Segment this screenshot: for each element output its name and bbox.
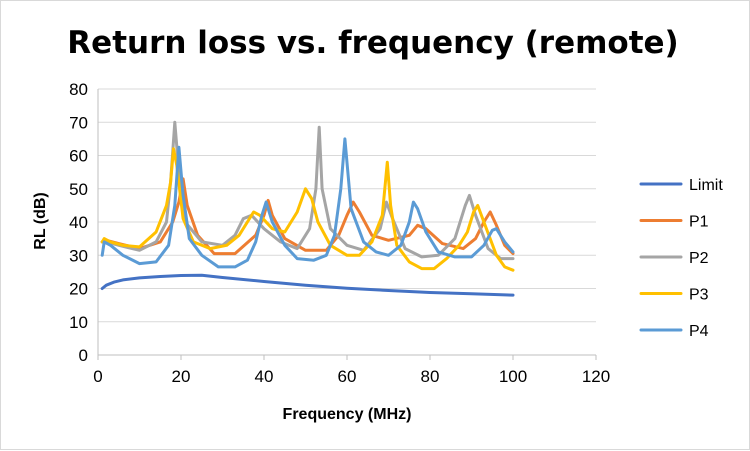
series-line-p3 — [100, 147, 515, 272]
x-axis-label: Frequency (MHz) — [283, 406, 412, 423]
legend-label-p1: P1 — [689, 214, 709, 231]
x-tick-label: 20 — [172, 367, 191, 386]
y-tick-label: 0 — [79, 346, 88, 365]
series-lines — [100, 120, 515, 297]
x-tick-label: 120 — [582, 367, 610, 386]
y-tick-label: 70 — [69, 113, 88, 132]
x-tick-label: 80 — [421, 367, 440, 386]
x-tick-label: 60 — [338, 367, 357, 386]
x-tick-label: 100 — [499, 367, 527, 386]
x-tick-label: 0 — [93, 367, 102, 386]
y-tick-label: 20 — [69, 280, 88, 299]
series-line-p4 — [100, 137, 515, 269]
y-tick-label: 80 — [69, 80, 88, 99]
series-line-p1 — [100, 177, 515, 256]
legend-label-p2: P2 — [689, 250, 709, 267]
x-tick-label: 40 — [255, 367, 274, 386]
axes: 0 10 20 30 40 50 60 70 80 0 20 40 60 80 100 120 — [69, 80, 610, 386]
y-axis-label: RL (dB) — [32, 192, 49, 249]
y-tick-label: 10 — [69, 313, 88, 332]
legend-label-p3: P3 — [689, 287, 709, 304]
y-tick-label: 50 — [69, 180, 88, 199]
legend: Limit P1 P2 P3 P4 — [639, 177, 723, 340]
legend-label-limit: Limit — [689, 177, 723, 194]
series-line-limit — [100, 273, 515, 297]
y-tick-label: 60 — [69, 147, 88, 166]
y-tick-label: 40 — [69, 213, 88, 232]
y-tick-label: 30 — [69, 246, 88, 265]
legend-label-p4: P4 — [689, 323, 709, 340]
chart-title: Return loss vs. frequency (remote) — [67, 25, 678, 61]
